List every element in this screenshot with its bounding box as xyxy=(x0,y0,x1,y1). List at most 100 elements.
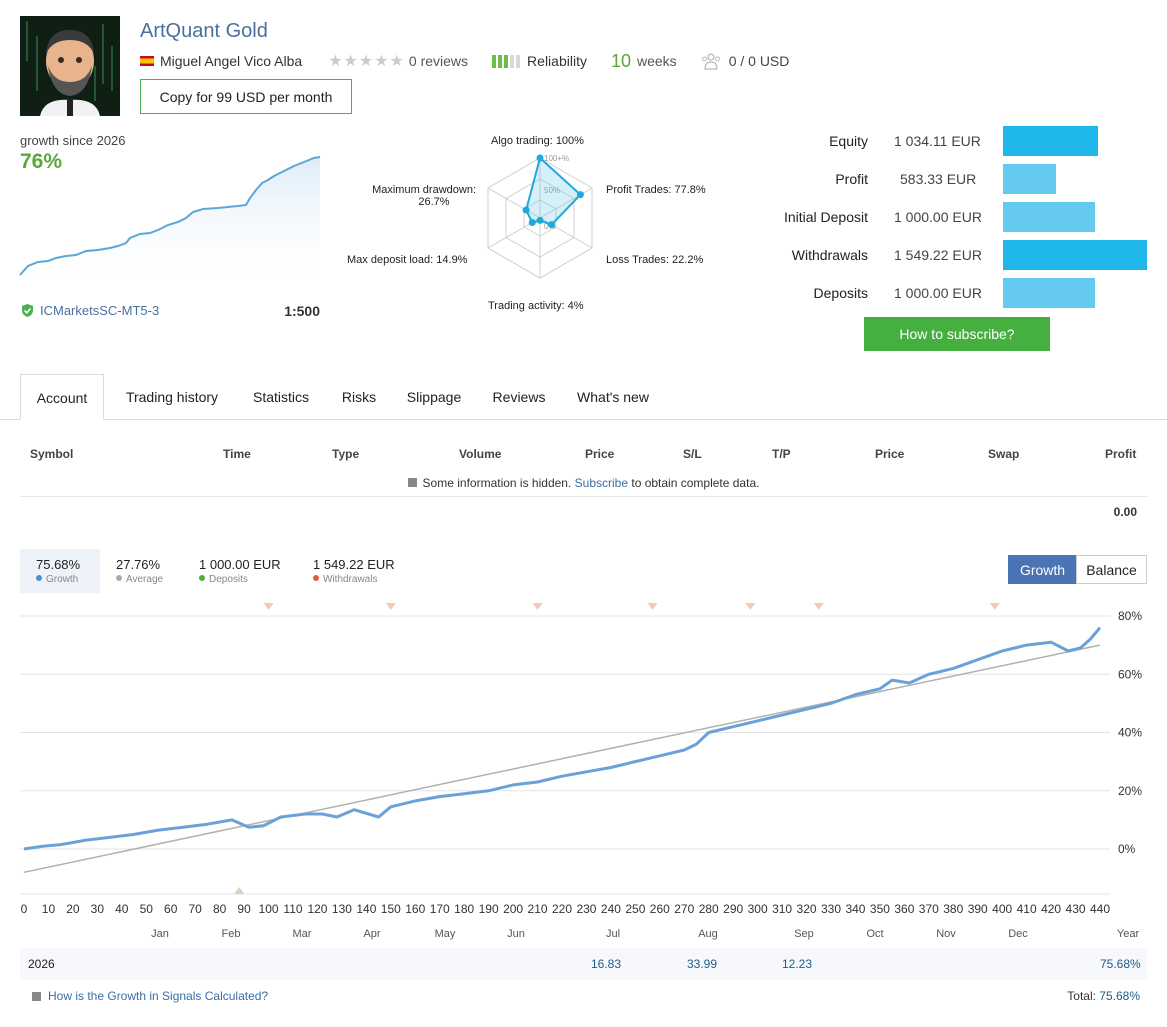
stat-label-deposits: Deposits xyxy=(813,285,868,301)
legend-deposits-dot xyxy=(199,575,205,581)
chart-growth-toggle[interactable]: Growth xyxy=(1008,555,1077,584)
copy-signal-button[interactable]: Copy for 99 USD per month xyxy=(140,79,352,114)
col-sl[interactable]: S/L xyxy=(683,447,702,461)
tab-slippage[interactable]: Slippage xyxy=(406,389,462,405)
stat-value-initial-deposit: 1 000.00 EUR xyxy=(894,209,982,225)
info-icon xyxy=(32,991,41,1001)
signal-title[interactable]: ArtQuant Gold xyxy=(140,20,268,42)
mini-growth-chart xyxy=(19,156,321,280)
month-label: Nov xyxy=(936,928,956,940)
return-aug: 33.99 xyxy=(687,957,718,971)
x-tick-label: 100 xyxy=(259,902,279,916)
stat-value-deposits: 1 000.00 EUR xyxy=(894,285,982,301)
total-label: Total: xyxy=(1067,989,1096,1003)
subscribers-icon xyxy=(701,52,721,70)
x-tick-label: 320 xyxy=(797,902,817,916)
col-price-close[interactable]: Price xyxy=(875,447,905,461)
reliability-icon xyxy=(492,54,521,68)
col-tp[interactable]: T/P xyxy=(772,447,791,461)
growth-faq-link[interactable]: How is the Growth in Signals Calculated? xyxy=(32,989,268,1003)
radar-chart: 100+% 50% 0% xyxy=(487,154,593,279)
x-tick-label: 390 xyxy=(968,902,988,916)
radar-label-algo: Algo trading: 100% xyxy=(491,135,584,147)
withdrawal-marker[interactable] xyxy=(385,603,396,610)
month-label: Mar xyxy=(293,928,312,940)
withdrawal-marker[interactable] xyxy=(647,603,658,610)
x-tick-label: 440 xyxy=(1090,902,1110,916)
growth-faq-text[interactable]: How is the Growth in Signals Calculated? xyxy=(48,989,269,1003)
subscribers-value: 0 / 0 USD xyxy=(728,53,790,69)
legend-growth-dot xyxy=(36,575,42,581)
legend-average[interactable]: 27.76% Average xyxy=(116,549,163,593)
x-tick-label: 210 xyxy=(528,902,548,916)
tab-statistics[interactable]: Statistics xyxy=(252,389,309,405)
x-tick-label: 240 xyxy=(601,902,621,916)
x-tick-label: 200 xyxy=(503,902,523,916)
legend-deposits[interactable]: 1 000.00 EUR Deposits xyxy=(199,549,281,593)
legend-growth[interactable]: 75.68% Growth xyxy=(20,549,100,593)
x-tick-label: 140 xyxy=(356,902,376,916)
broker-name[interactable]: ICMarketsSC-MT5-3 xyxy=(40,303,160,318)
author-row: Miguel Angel Vico Alba ★★★★★ 0 reviews R… xyxy=(140,51,790,71)
month-label: Sep xyxy=(794,928,814,940)
growth-chart[interactable]: 80% 60% 40% 20% 0% 0 10 20 30 40 50 60 70 80 90 100 110… xyxy=(0,596,1167,946)
author-avatar[interactable] xyxy=(20,16,120,116)
x-tick-label: 340 xyxy=(845,902,865,916)
return-year: 75.68% xyxy=(1100,957,1141,971)
tab-bar: Account Trading history Statistics Risks… xyxy=(0,374,1167,420)
chart-balance-toggle[interactable]: Balance xyxy=(1076,555,1147,584)
month-label: Apr xyxy=(363,928,380,940)
col-price-open[interactable]: Price xyxy=(585,447,615,461)
col-type[interactable]: Type xyxy=(332,447,360,461)
x-tick-label: 220 xyxy=(552,902,572,916)
col-profit[interactable]: Profit xyxy=(1105,447,1137,461)
x-tick-label: 180 xyxy=(454,902,474,916)
withdrawal-marker[interactable] xyxy=(532,603,543,610)
growth-since-label: growth since 2026 xyxy=(20,133,126,148)
deposit-marker[interactable] xyxy=(234,887,245,894)
legend-deposits-name: Deposits xyxy=(209,574,248,585)
col-symbol[interactable]: Symbol xyxy=(30,447,74,461)
radar-shape xyxy=(525,156,582,226)
col-volume[interactable]: Volume xyxy=(459,447,502,461)
radar-scale-100: 100+% xyxy=(544,154,569,163)
col-time[interactable]: Time xyxy=(223,447,251,461)
tab-reviews[interactable]: Reviews xyxy=(492,389,546,405)
x-tick-label: 150 xyxy=(381,902,401,916)
x-tick-label: 410 xyxy=(1017,902,1037,916)
x-tick-label: 50 xyxy=(140,902,154,916)
reliability-label: Reliability xyxy=(527,53,587,69)
radar-scale-50: 50% xyxy=(544,186,560,195)
legend-withdrawals-dot xyxy=(313,575,319,581)
yearly-returns-row: 2026 16.83 33.99 12.23 75.68% xyxy=(20,948,1147,980)
month-label: Jul xyxy=(606,928,620,940)
withdrawal-marker[interactable] xyxy=(745,603,756,610)
tab-account[interactable]: Account xyxy=(20,374,104,420)
month-label: Year xyxy=(1117,928,1140,940)
radar-point xyxy=(522,206,530,214)
average-series-line xyxy=(23,644,1101,874)
withdrawal-marker[interactable] xyxy=(813,603,824,610)
spain-flag-icon xyxy=(140,56,154,66)
growth-series-line xyxy=(23,626,1102,851)
how-to-subscribe-button[interactable]: How to subscribe? xyxy=(864,317,1050,351)
tab-trading-history[interactable]: Trading history xyxy=(125,389,219,405)
legend-withdrawals-name: Withdrawals xyxy=(323,574,378,585)
broker-link[interactable]: ICMarketsSC-MT5-3 xyxy=(20,303,159,318)
subscribe-link[interactable]: Subscribe xyxy=(574,476,629,490)
tab-risks[interactable]: Risks xyxy=(341,389,377,405)
col-swap[interactable]: Swap xyxy=(988,447,1020,461)
drawdown-value: 26.7% xyxy=(418,196,450,208)
tab-whats-new[interactable]: What's new xyxy=(577,389,649,405)
legend-withdrawals[interactable]: 1 549.22 EUR Withdrawals xyxy=(313,549,395,593)
withdrawal-marker[interactable] xyxy=(263,603,274,610)
reviews-count[interactable]: 0 reviews xyxy=(408,53,469,69)
lock-icon xyxy=(407,478,417,487)
stat-label-profit: Profit xyxy=(835,171,868,187)
withdrawal-marker[interactable] xyxy=(989,603,1000,610)
stat-value-equity: 1 034.11 EUR xyxy=(894,133,981,149)
stat-bar-deposits xyxy=(1003,278,1095,308)
author-name[interactable]: Miguel Angel Vico Alba xyxy=(160,53,303,69)
x-tick-label: 280 xyxy=(699,902,719,916)
x-tick-label: 270 xyxy=(674,902,694,916)
